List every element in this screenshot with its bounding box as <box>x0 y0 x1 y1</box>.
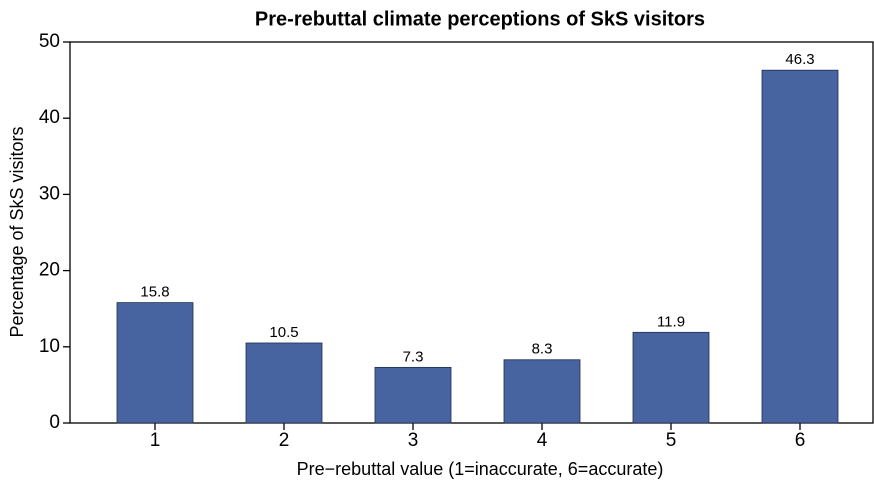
x-tick-label: 2 <box>279 430 290 451</box>
value-label: 46.3 <box>785 51 814 68</box>
value-label: 11.9 <box>657 313 685 330</box>
y-tick-label: 0 <box>49 412 60 433</box>
x-tick-label: 6 <box>795 430 806 451</box>
chart-title: Pre-rebuttal climate perceptions of SkS … <box>255 8 705 30</box>
y-tick-label: 20 <box>39 260 60 281</box>
bar <box>503 359 581 424</box>
value-label: 7.3 <box>403 348 424 365</box>
y-tick-label: 40 <box>39 107 60 128</box>
bar <box>374 366 452 424</box>
bar <box>632 331 710 424</box>
bar <box>116 302 194 424</box>
plot-frame <box>69 41 874 424</box>
value-label: 8.3 <box>532 341 553 358</box>
x-tick-label: 1 <box>150 430 161 451</box>
bar <box>761 69 839 424</box>
x-tick-label: 3 <box>408 430 419 451</box>
bar <box>245 342 323 424</box>
y-axis-label: Percentage of SkS visitors <box>7 126 27 337</box>
x-tick-label: 5 <box>666 430 677 451</box>
y-tick-label: 30 <box>39 183 60 204</box>
y-tick-label: 10 <box>39 336 60 357</box>
value-label: 10.5 <box>269 324 298 341</box>
x-tick-label: 4 <box>537 430 548 451</box>
y-tick-label: 50 <box>39 31 60 52</box>
value-label: 15.8 <box>140 284 169 301</box>
x-axis-label: Pre−rebuttal value (1=inaccurate, 6=accu… <box>297 459 664 479</box>
